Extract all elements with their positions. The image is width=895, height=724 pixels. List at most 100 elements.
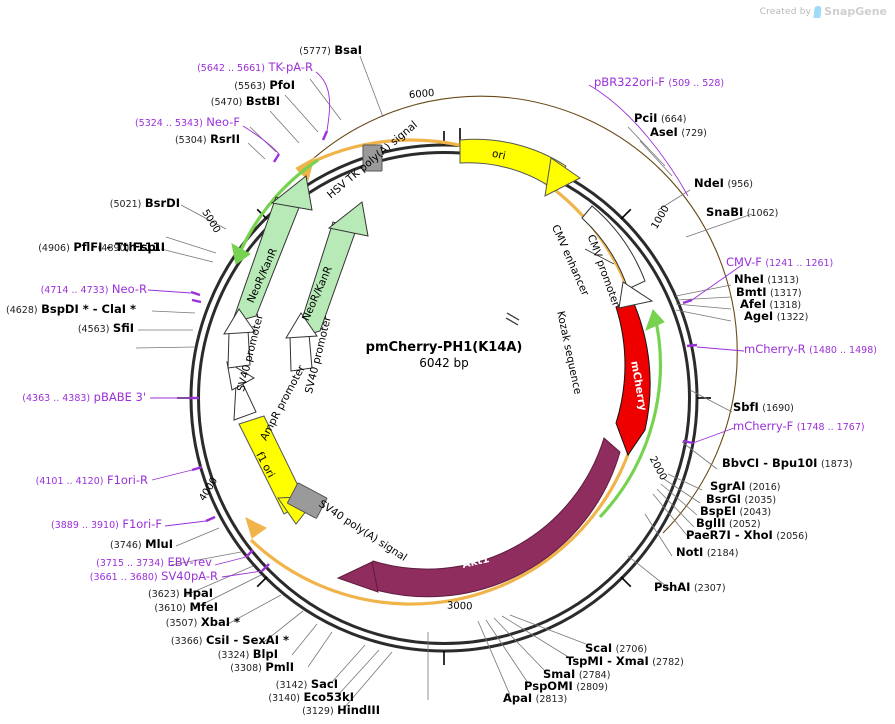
- site-label-bspdi-clai: (4628) BspDI * - ClaI *: [0, 303, 136, 317]
- site-pos: (3308): [230, 663, 262, 674]
- site-label-mcherry-f: mCherry-F (1748 .. 1767): [733, 420, 865, 434]
- site-enzyme: SfiI: [112, 321, 134, 335]
- site-enzyme: TK-pA-R: [268, 60, 313, 74]
- green-trace-arrowhead-right: [645, 309, 665, 331]
- feature-sv40-polya-signal[interactable]: [287, 482, 328, 519]
- site-label-ebv-rev: (3715 .. 3734) EBV-rev: [20, 556, 212, 570]
- site-pos: (3366): [170, 636, 203, 647]
- site-label-apai: ApaI (2813): [503, 692, 567, 706]
- site-enzyme: BmtI: [736, 285, 767, 299]
- feature-ori[interactable]: [459, 138, 581, 197]
- site-enzyme: HpaI: [183, 586, 213, 600]
- site-pos: (4714 .. 4733): [40, 285, 109, 296]
- feature-ampr-promoter[interactable]: [226, 361, 257, 421]
- feature-kozak-sequence[interactable]: [505, 312, 520, 326]
- site-pos: (1241 .. 1261): [765, 258, 834, 269]
- site-label-fspi: (4890) FspI: [20, 241, 160, 255]
- site-enzyme: Eco53kI: [303, 690, 354, 704]
- site-pos: (4906): [38, 243, 70, 254]
- site-pos: (3610): [154, 603, 186, 614]
- site-enzyme: AfeI: [740, 297, 766, 311]
- site-label-smai: SmaI (2784): [543, 668, 610, 682]
- site-enzyme: EBV-rev: [167, 555, 212, 569]
- site-label-snabi: SnaBI (1062): [706, 206, 778, 220]
- site-label-pbabe-3prime: (4363 .. 4383) pBABE 3': [0, 391, 146, 405]
- credit-prefix: Created by: [759, 6, 812, 17]
- site-enzyme: Neo-F: [206, 115, 240, 129]
- site-pos: (2813): [535, 694, 568, 705]
- site-label-f1ori-f: (3889 .. 3910) F1ori-F: [0, 518, 162, 532]
- site-label-mfei: (3610) MfeI: [66, 601, 218, 615]
- site-label-sv40pa-r: (3661 .. 3680) SV40pA-R: [20, 570, 218, 584]
- site-pos: (509 .. 528): [668, 78, 725, 89]
- site-enzyme: CMV-F: [726, 255, 762, 269]
- site-pos: (4563): [77, 324, 110, 335]
- site-pos: (1317): [770, 288, 802, 299]
- green-trace-arrowhead-left: [231, 243, 251, 265]
- leader-lines-left: [135, 204, 393, 708]
- feature-sv40-promoter-2[interactable]: [285, 312, 318, 372]
- site-enzyme: BbvCI - Bpu10I: [722, 456, 818, 470]
- site-enzyme: SnaBI: [706, 205, 744, 219]
- site-pos: (4628): [6, 305, 38, 316]
- site-pos: (5642 .. 5661): [197, 63, 265, 74]
- site-enzyme: NheI: [734, 272, 764, 286]
- site-label-bstbi: (5470) BstBI: [110, 95, 280, 109]
- site-label-bbvci-bpu10i: BbvCI - Bpu10I (1873): [722, 457, 853, 471]
- site-label-bmti: BmtI (1317): [736, 286, 802, 300]
- site-enzyme: PflFI - Tth111I: [73, 240, 165, 254]
- feature-hsv-tk-polya-signal[interactable]: [362, 144, 383, 172]
- plasmid-size: 6042 bp: [419, 356, 469, 370]
- site-pos: (2784): [578, 670, 611, 681]
- site-enzyme: BsrDI: [144, 196, 180, 210]
- leader-lines-top: [247, 55, 384, 160]
- site-enzyme: PmlI: [265, 660, 294, 674]
- site-pos: (5021): [109, 199, 142, 210]
- site-enzyme: F1ori-F: [122, 517, 162, 531]
- site-pos: (5470): [210, 97, 243, 108]
- feature-mcherry[interactable]: [615, 298, 651, 457]
- site-enzyme: SmaI: [543, 667, 576, 681]
- site-pos: (664): [660, 114, 687, 125]
- site-label-hpai: (3623) HpaI: [60, 587, 213, 601]
- orange-trace-arrowhead-2: [245, 517, 267, 539]
- site-enzyme: ApaI: [503, 691, 533, 705]
- site-label-hindiii: (3129) HindIII: [212, 704, 380, 718]
- site-pos: (2056): [776, 531, 808, 542]
- site-label-pbr322ori-f: pBR322ori-F (509 .. 528): [594, 76, 724, 90]
- site-pos: (956): [727, 179, 753, 190]
- feature-cmv-promoter[interactable]: [581, 205, 654, 309]
- leader-lines-right-primer: [588, 84, 745, 444]
- site-pos: (2307): [693, 583, 726, 594]
- site-enzyme: HindIII: [337, 703, 380, 717]
- site-enzyme: PfoI: [269, 78, 295, 92]
- site-enzyme: AseI: [650, 125, 678, 139]
- site-pos: (1313): [767, 275, 799, 286]
- site-pos: (5304): [174, 135, 207, 146]
- tick-6000: 6000: [408, 87, 435, 102]
- feature-akt1[interactable]: [336, 437, 621, 598]
- site-label-noti: NotI (2184): [676, 546, 738, 560]
- site-enzyme: AgeI: [744, 309, 774, 323]
- feature-neor-kanr-2[interactable]: [295, 201, 369, 339]
- feature-sv40-promoter-1[interactable]: [223, 308, 256, 369]
- site-enzyme: RsrII: [210, 132, 240, 146]
- site-pos: (2052): [729, 519, 761, 530]
- site-pos: (2043): [739, 507, 772, 518]
- leader-lines-left-primer: [147, 289, 263, 578]
- site-pos: (5777): [299, 46, 331, 57]
- site-enzyme: BstBI: [245, 94, 280, 108]
- feature-neor-kanr-1[interactable]: [231, 175, 313, 324]
- site-label-nhei: NheI (1313): [734, 273, 799, 287]
- site-enzyme: ScaI: [585, 641, 613, 655]
- cmv-enhancer-leader: [584, 248, 615, 265]
- site-pos: (1322): [776, 312, 809, 323]
- site-pos: (4890): [97, 243, 130, 254]
- site-pos: (3129): [302, 706, 334, 717]
- site-pos: (1690): [762, 403, 794, 414]
- site-enzyme: SgrAI: [710, 479, 746, 493]
- credit-brand: SnapGene: [824, 5, 887, 18]
- site-label-ndei: NdeI (956): [694, 177, 753, 191]
- site-label-bspei: BspEI (2043): [700, 505, 771, 519]
